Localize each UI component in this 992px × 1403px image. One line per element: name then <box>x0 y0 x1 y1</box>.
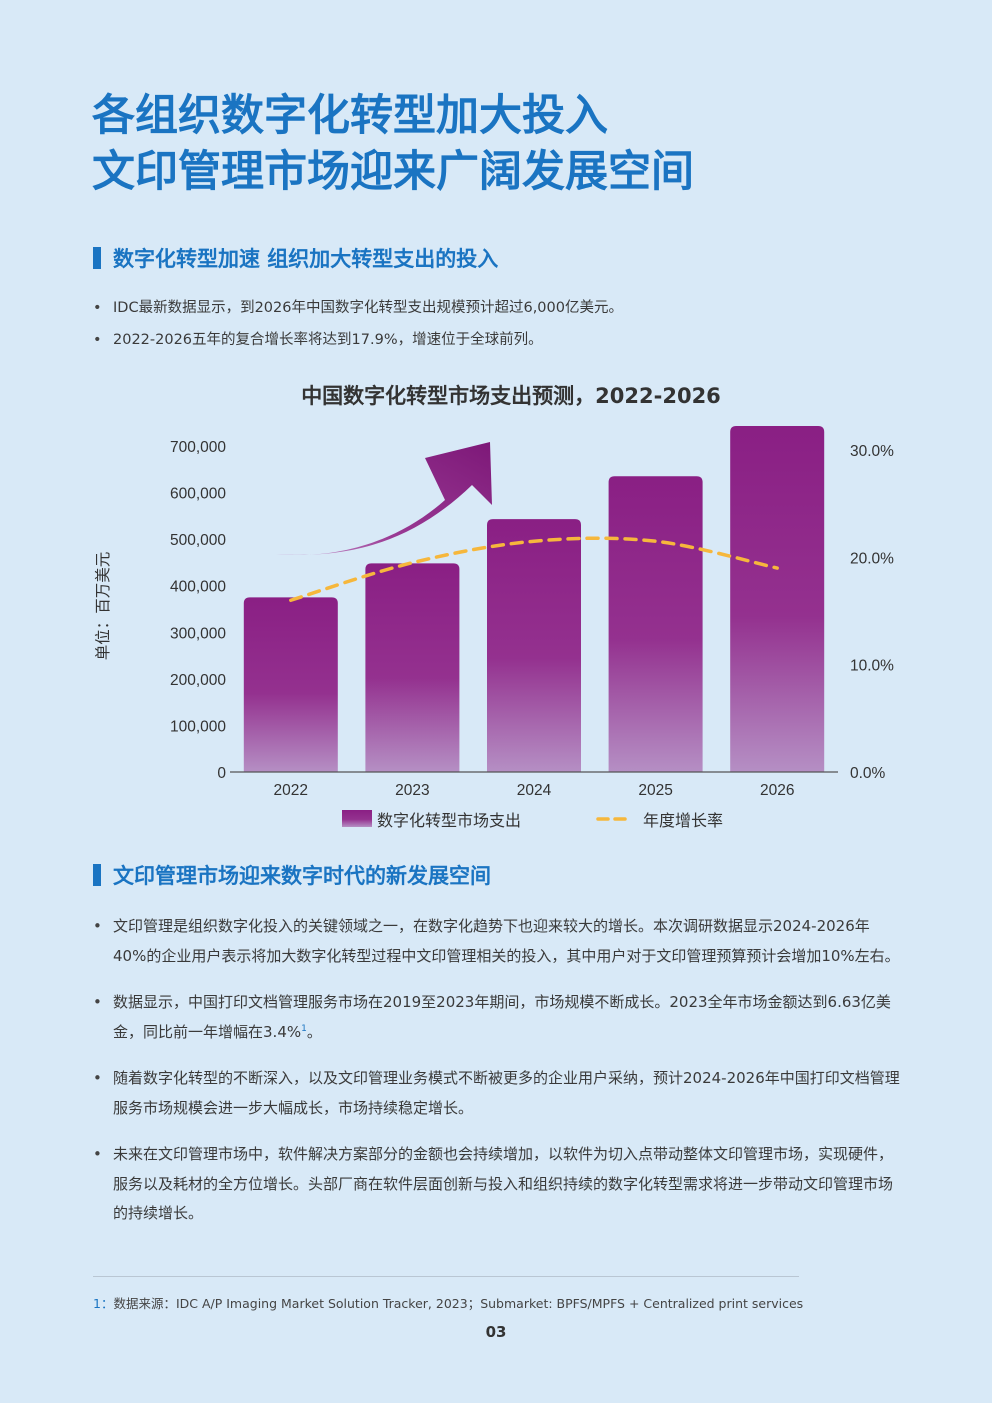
footnote-ref[interactable]: 1 <box>301 1023 307 1034</box>
section-heading-1: 数字化转型加速 组织加大转型支出的投入 <box>93 246 499 271</box>
y-tick-label: 400,000 <box>170 579 226 596</box>
bar-2022 <box>243 597 338 772</box>
x-tick-label: 2024 <box>517 782 552 799</box>
bullet-item: IDC最新数据显示，到2026年中国数字化转型支出规模预计超过6,000亿美元。 <box>93 297 623 319</box>
bullet-text: 文印管理是组织数字化投入的关键领域之一，在数字化趋势下也迎来较大的增长。本次调研… <box>113 917 900 965</box>
page-number: 03 <box>485 1323 507 1341</box>
legend-swatch-bar <box>342 810 372 827</box>
footnote: 1：数据来源：IDC A/P Imaging Market Solution T… <box>93 1293 803 1312</box>
heading-accent-bar <box>93 247 101 269</box>
y-tick-label: 200,000 <box>170 672 226 689</box>
growth-arrow-icon <box>276 442 492 556</box>
bullet-item: 文印管理是组织数字化投入的关键领域之一，在数字化趋势下也迎来较大的增长。本次调研… <box>93 912 903 971</box>
bullet-item: 数据显示，中国打印文档管理服务市场在2019至2023年期间，市场规模不断成长。… <box>93 988 903 1047</box>
y-axis-label: 单位：百万美元 <box>94 552 112 661</box>
page-title: 各组织数字化转型加大投入 文印管理市场迎来广阔发展空间 <box>92 88 694 200</box>
legend-label-bar: 数字化转型市场支出 <box>377 811 521 830</box>
bullet-item: 随着数字化转型的不断深入，以及文印管理业务模式不断被更多的企业用户采纳，预计20… <box>93 1064 903 1123</box>
heading-accent-bar <box>93 864 101 886</box>
title-line-2: 文印管理市场迎来广阔发展空间 <box>92 147 694 197</box>
y-tick-label: 500,000 <box>170 532 226 549</box>
x-tick-label: 2026 <box>760 782 794 799</box>
bullet-text-tail: 。 <box>306 1022 322 1041</box>
y2-tick-label: 10.0% <box>850 658 894 675</box>
bullet-text: 未来在文印管理市场中，软件解决方案部分的金额也会持续增加，以软件为切入点带动整体… <box>113 1145 894 1222</box>
bullet-item: 2022-2026五年的复合增长率将达到17.9%，增速位于全球前列。 <box>93 329 623 351</box>
bullet-text: 数据显示，中国打印文档管理服务市场在2019至2023年期间，市场规模不断成长。… <box>113 993 891 1041</box>
chart-svg: 0 100,000 200,000 300,000 400,000 500,000 600,… <box>94 425 894 830</box>
y-tick-label: 100,000 <box>170 718 226 735</box>
bar-2026 <box>730 425 825 772</box>
x-tick-label: 2022 <box>274 782 308 799</box>
footnote-number: 1： <box>93 1296 114 1311</box>
y2-tick-label: 0.0% <box>850 765 886 782</box>
bar-2025 <box>608 476 703 772</box>
y2-tick-label: 30.0% <box>850 443 894 460</box>
footnote-text: 数据来源：IDC A/P Imaging Market Solution Tra… <box>113 1296 804 1311</box>
bar-2023 <box>365 563 460 772</box>
footnote-divider <box>93 1276 799 1277</box>
title-line-1: 各组织数字化转型加大投入 <box>92 91 608 141</box>
growth-rate-line <box>289 536 779 603</box>
x-tick-label: 2023 <box>395 782 429 799</box>
section-heading-2: 文印管理市场迎来数字时代的新发展空间 <box>93 863 491 888</box>
y-tick-label: 600,000 <box>170 486 226 503</box>
y-tick-label: 700,000 <box>170 439 226 456</box>
section-2-bullets: 文印管理是组织数字化投入的关键领域之一，在数字化趋势下也迎来较大的增长。本次调研… <box>93 912 903 1246</box>
chart-title: 中国数字化转型市场支出预测，2022-2026 <box>301 384 721 408</box>
bar-2024 <box>487 519 581 772</box>
y-tick-label: 0 <box>217 765 226 782</box>
y-tick-label: 300,000 <box>170 625 226 642</box>
section-1-bullets: IDC最新数据显示，到2026年中国数字化转型支出规模预计超过6,000亿美元。… <box>93 297 623 361</box>
section-heading-1-text: 数字化转型加速 组织加大转型支出的投入 <box>113 247 499 271</box>
bullet-text: 随着数字化转型的不断深入，以及文印管理业务模式不断被更多的企业用户采纳，预计20… <box>113 1069 900 1117</box>
y2-tick-label: 20.0% <box>850 550 894 567</box>
legend-label-line: 年度增长率 <box>643 811 723 830</box>
section-heading-2-text: 文印管理市场迎来数字时代的新发展空间 <box>113 864 491 888</box>
bullet-item: 未来在文印管理市场中，软件解决方案部分的金额也会持续增加，以软件为切入点带动整体… <box>93 1140 903 1229</box>
x-tick-label: 2025 <box>638 782 672 799</box>
